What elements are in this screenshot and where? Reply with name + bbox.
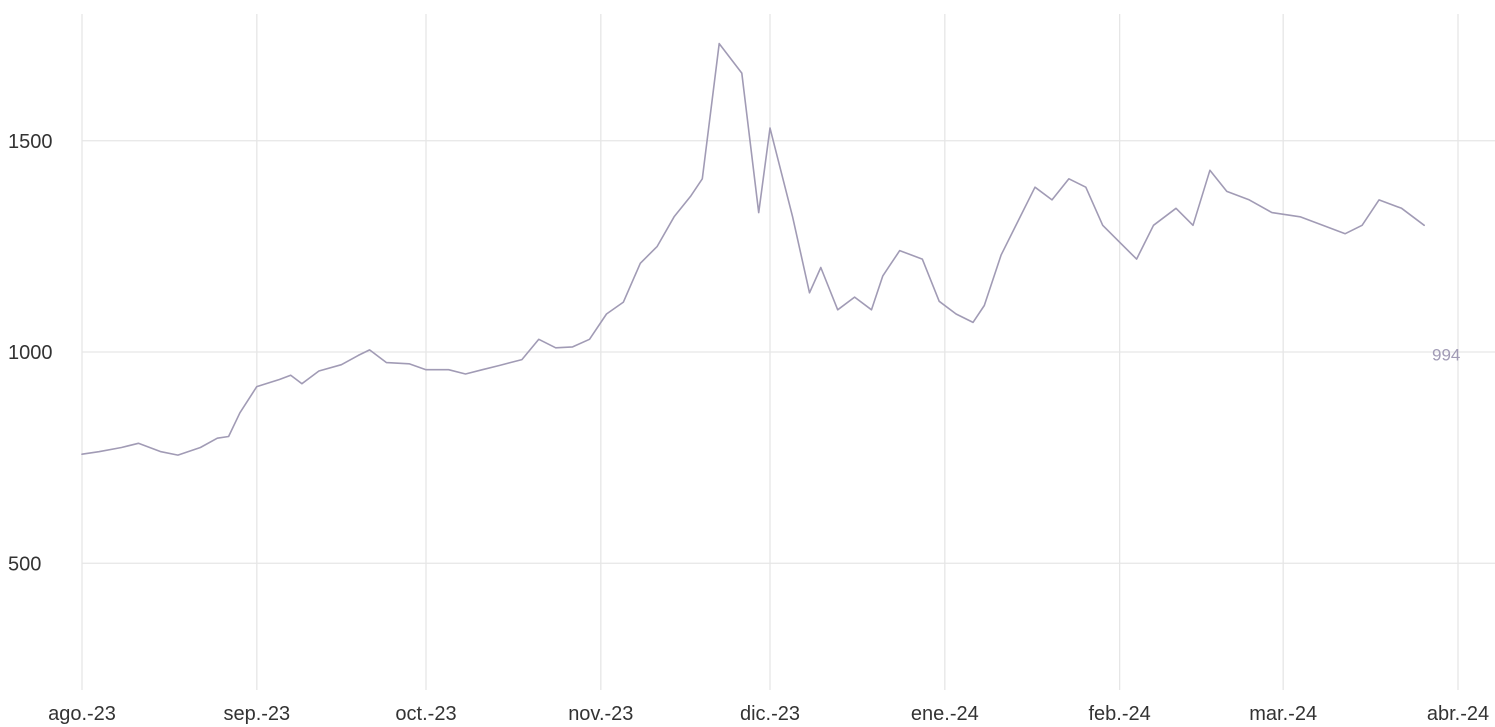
x-tick-label: sep.-23 [223, 703, 290, 725]
series [81, 42, 1425, 456]
x-tick-label: mar.-24 [1249, 703, 1317, 725]
series-end-label: 994 [1432, 346, 1460, 365]
y-tick-label: 1000 [8, 342, 53, 364]
x-tick-label: dic.-23 [740, 703, 800, 725]
y-tick-label: 1500 [8, 131, 53, 153]
y-tick-label: 500 [8, 553, 41, 575]
labels: ago.-23 sep.-23 oct.-23 nov.-23 dic.-23 ene.-… [8, 131, 1489, 725]
x-tick-label: ago.-23 [48, 703, 116, 725]
x-tick-label: abr.-24 [1427, 703, 1489, 725]
grid [81, 14, 1495, 690]
x-tick-label: feb.-24 [1089, 703, 1151, 725]
x-tick-label: oct.-23 [395, 703, 456, 725]
series-line-1 [81, 42, 1425, 456]
x-tick-label: nov.-23 [568, 703, 633, 725]
x-tick-label: ene.-24 [911, 703, 979, 725]
